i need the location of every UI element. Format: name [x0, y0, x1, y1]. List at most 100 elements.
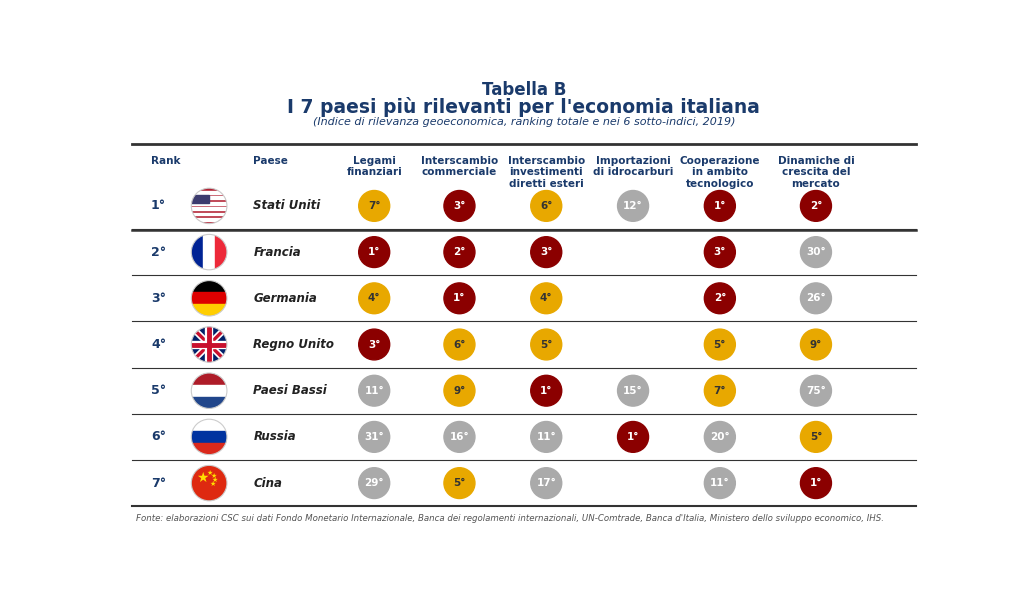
Text: Cooperazione
in ambito
tecnologico: Cooperazione in ambito tecnologico: [680, 156, 760, 189]
Text: 3°: 3°: [713, 247, 726, 257]
Circle shape: [800, 190, 832, 221]
Text: 9°: 9°: [454, 385, 466, 396]
Text: 11°: 11°: [365, 385, 384, 396]
Bar: [191, 385, 227, 397]
Bar: [191, 208, 227, 210]
Bar: [191, 292, 227, 304]
Text: 4°: 4°: [540, 294, 553, 303]
Text: ★: ★: [196, 471, 208, 485]
Text: ★: ★: [210, 481, 216, 487]
Text: I 7 paesi più rilevanti per l'economia italiana: I 7 paesi più rilevanti per l'economia i…: [287, 97, 760, 117]
Text: 26°: 26°: [806, 294, 826, 303]
Text: 1°: 1°: [454, 294, 466, 303]
Circle shape: [704, 468, 736, 499]
Circle shape: [530, 375, 562, 406]
Text: 3°: 3°: [151, 292, 166, 305]
Circle shape: [530, 329, 562, 360]
Text: 2°: 2°: [454, 247, 466, 257]
Text: 5°: 5°: [151, 384, 167, 397]
Text: 15°: 15°: [623, 385, 643, 396]
Bar: [191, 234, 203, 270]
Circle shape: [191, 188, 227, 224]
Text: Germania: Germania: [253, 292, 317, 305]
Circle shape: [444, 190, 475, 221]
Text: 5°: 5°: [454, 478, 466, 488]
Text: 3°: 3°: [368, 340, 380, 349]
Circle shape: [800, 468, 832, 499]
Text: 1°: 1°: [368, 247, 380, 257]
Circle shape: [191, 466, 227, 501]
Circle shape: [444, 375, 475, 406]
Text: 1°: 1°: [626, 432, 639, 442]
Text: Regno Unito: Regno Unito: [253, 338, 334, 351]
Circle shape: [359, 468, 389, 499]
Text: ★: ★: [211, 473, 218, 479]
Text: 7°: 7°: [713, 385, 726, 396]
Circle shape: [359, 190, 389, 221]
Bar: [191, 280, 227, 292]
Circle shape: [617, 375, 649, 406]
Text: Rank: Rank: [151, 156, 181, 166]
Text: 30°: 30°: [806, 247, 826, 257]
Text: 6°: 6°: [151, 431, 166, 444]
Circle shape: [530, 468, 562, 499]
Circle shape: [530, 283, 562, 314]
Text: Fonte: elaborazioni CSC sui dati Fondo Monetario Internazionale, Banca dei regol: Fonte: elaborazioni CSC sui dati Fondo M…: [136, 514, 883, 523]
Circle shape: [800, 375, 832, 406]
Text: Paesi Bassi: Paesi Bassi: [253, 384, 327, 397]
Circle shape: [530, 190, 562, 221]
Text: 6°: 6°: [540, 201, 553, 211]
Bar: [191, 195, 210, 203]
Bar: [191, 304, 227, 316]
Circle shape: [704, 283, 736, 314]
Circle shape: [800, 237, 832, 267]
Text: 2°: 2°: [713, 294, 726, 303]
Text: Tabella B: Tabella B: [481, 81, 566, 99]
Circle shape: [359, 237, 389, 267]
Text: (Indice di rilevanza geoeconomica, ranking totale e nei 6 sotto-indici, 2019): (Indice di rilevanza geoeconomica, ranki…: [313, 117, 735, 127]
Text: Russia: Russia: [253, 431, 296, 444]
Circle shape: [191, 327, 227, 362]
Circle shape: [800, 283, 832, 314]
Circle shape: [704, 422, 736, 452]
Bar: [191, 397, 227, 409]
Text: 17°: 17°: [537, 478, 556, 488]
Circle shape: [617, 190, 649, 221]
Circle shape: [704, 329, 736, 360]
Text: 7°: 7°: [368, 201, 380, 211]
Text: Interscambio
investimenti
diretti esteri: Interscambio investimenti diretti esteri: [508, 156, 585, 189]
Circle shape: [444, 237, 475, 267]
Text: 1°: 1°: [809, 478, 822, 488]
Bar: [215, 234, 227, 270]
Text: 29°: 29°: [365, 478, 384, 488]
Text: Francia: Francia: [253, 246, 300, 259]
Text: 12°: 12°: [623, 201, 643, 211]
Text: 11°: 11°: [710, 478, 730, 488]
Circle shape: [444, 329, 475, 360]
Text: 1°: 1°: [540, 385, 553, 396]
Text: 5°: 5°: [809, 432, 822, 442]
Text: Stati Uniti: Stati Uniti: [253, 199, 321, 212]
Text: 2°: 2°: [809, 201, 822, 211]
Bar: [191, 213, 227, 215]
Text: Paese: Paese: [253, 156, 288, 166]
Text: 31°: 31°: [365, 432, 384, 442]
Text: Importazioni
di idrocarburi: Importazioni di idrocarburi: [593, 156, 673, 177]
Text: Cina: Cina: [253, 477, 282, 490]
Circle shape: [617, 422, 649, 452]
Circle shape: [530, 422, 562, 452]
Text: 7°: 7°: [151, 477, 167, 490]
Circle shape: [800, 422, 832, 452]
Circle shape: [359, 283, 389, 314]
Text: 1°: 1°: [151, 199, 167, 212]
Text: 3°: 3°: [454, 201, 466, 211]
Text: 4°: 4°: [368, 294, 380, 303]
Circle shape: [444, 422, 475, 452]
Text: 11°: 11°: [537, 432, 556, 442]
Circle shape: [444, 283, 475, 314]
Bar: [191, 419, 227, 431]
Circle shape: [359, 422, 389, 452]
Bar: [191, 443, 227, 455]
Text: 6°: 6°: [454, 340, 466, 349]
Circle shape: [359, 375, 389, 406]
